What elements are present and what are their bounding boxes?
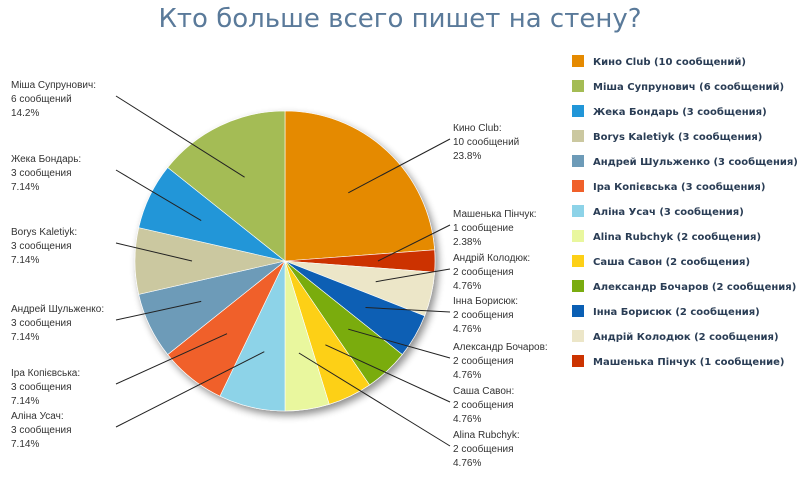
data-label-аліна-усач: Аліна Усач: 3 сообщения 7.14% [11,411,72,450]
data-label-кино-club: Кино Club: 10 сообщений 23.8% [453,123,519,162]
leader-line-кино-club [348,138,451,194]
legend-item-іра-копієвська[interactable]: Іра Копієвська (3 сообщения) [593,181,765,193]
leader-line-borys-kaletiyk [115,242,193,262]
legend-swatch-жека-бондарь [572,105,584,117]
legend-item-жека-бондарь[interactable]: Жека Бондарь (3 сообщения) [593,106,767,118]
data-label-borys-kaletiyk: Borys Kaletiyk: 3 сообщения 7.14% [11,227,77,266]
legend-item-інна-борисюк[interactable]: Інна Борисюк (2 сообщения) [593,306,760,318]
data-label-машенька-пінчук: Машенька Пінчук: 1 сообщение 2.38% [453,209,537,248]
data-label-alina-rubchyk: Alina Rubchyk: 2 сообщения 4.76% [453,430,520,469]
data-label-андрій-колодюк: Андрій Колодюк: 2 сообщения 4.76% [453,253,530,292]
legend-swatch-александр-бочаров [572,280,584,292]
legend-swatch-аліна-усач [572,205,584,217]
legend: Кино Club (10 сообщений) Міша Супрунович … [572,55,798,368]
legend-item-alina-rubchyk[interactable]: Alina Rubchyk (2 сообщения) [593,231,761,243]
data-label-жека-бондарь: Жека Бондарь: 3 сообщения 7.14% [11,154,81,193]
leader-line-александр-бочаров [348,328,451,359]
data-label-іра-копієвська: Іра Копієвська: 3 сообщения 7.14% [11,368,80,407]
pie-slices [134,110,436,412]
data-label-міша-супрунович: Міша Супрунович: 6 сообщений 14.2% [11,80,96,119]
leader-line-міша-супрунович [115,95,245,178]
leader-line-інна-борисюк [365,307,451,313]
legend-item-александр-бочаров[interactable]: Александр Бочаров (2 сообщения) [593,281,796,293]
legend-item-borys-kaletiyk[interactable]: Borys Kaletiyk (3 сообщения) [593,131,762,143]
legend-swatch-міша-супрунович [572,80,584,92]
leader-line-alina-rubchyk [298,352,451,447]
leader-line-саша-савон [325,344,451,403]
data-label-інна-борисюк: Інна Борисюк: 2 сообщения 4.76% [453,296,518,335]
legend-item-кино-club[interactable]: Кино Club (10 сообщений) [593,56,746,68]
legend-swatch-саша-савон [572,255,584,267]
legend-item-саша-савон[interactable]: Саша Савон (2 сообщения) [593,256,750,268]
legend-swatch-машенька-пінчук [572,355,584,367]
leader-line-андрій-колодюк [375,268,451,283]
data-label-саша-савон: Саша Савон: 2 сообщения 4.76% [453,386,514,425]
legend-swatch-кино-club [572,55,584,67]
legend-swatch-іра-копієвська [572,180,584,192]
legend-swatch-андрей-шульженко [572,155,584,167]
pie-slice-кино-club[interactable] [284,110,435,262]
data-label-андрей-шульженко: Андрей Шульженко: 3 сообщения 7.14% [11,304,104,343]
pie-slice-міша-супрунович[interactable] [167,110,286,262]
leader-line-іра-копієвська [115,333,228,385]
leader-line-жека-бондарь [115,169,202,222]
legend-swatch-андрій-колодюк [572,330,584,342]
legend-swatch-alina-rubchyk [572,230,584,242]
leader-line-андрей-шульженко [115,300,202,321]
legend-item-аліна-усач[interactable]: Аліна Усач (3 сообщения) [593,206,744,218]
legend-item-андрей-шульженко[interactable]: Андрей Шульженко (3 сообщения) [593,156,798,168]
legend-item-машенька-пінчук[interactable]: Машенька Пінчук (1 сообщение) [593,356,784,368]
legend-item-андрій-колодюк[interactable]: Андрій Колодюк (2 сообщения) [593,331,779,343]
legend-item-міша-супрунович[interactable]: Міша Супрунович (6 сообщений) [593,81,784,93]
chart-title: Кто больше всего пишет на стену? [158,4,642,34]
legend-swatch-інна-борисюк [572,305,584,317]
data-label-александр-бочаров: Александр Бочаров: 2 сообщения 4.76% [453,342,548,381]
leader-line-машенька-пінчук [377,224,451,262]
legend-swatch-borys-kaletiyk [572,130,584,142]
leader-line-аліна-усач [115,351,265,428]
